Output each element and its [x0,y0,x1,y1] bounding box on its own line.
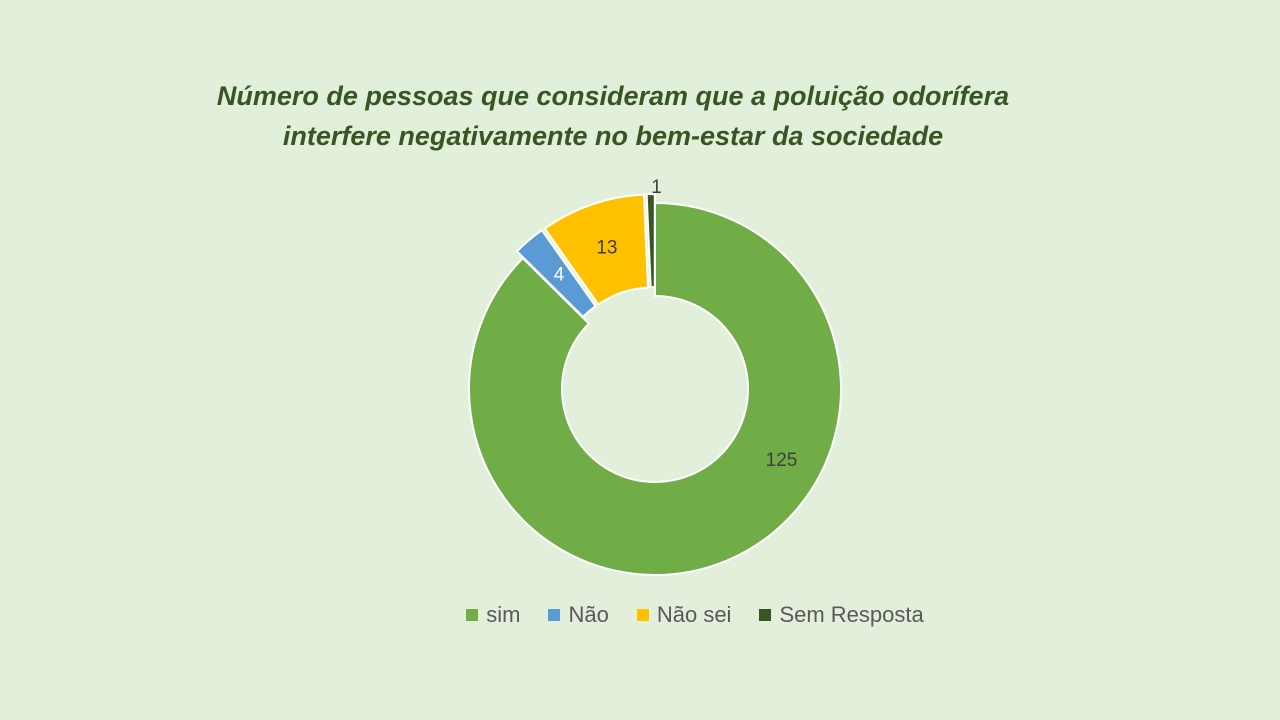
data-label-nao-sei: 13 [596,238,617,259]
donut-slice-sim [468,201,842,576]
donut-slice-nao [515,228,597,319]
legend-item-sim: sim [466,602,520,628]
donut-slice-nao-sei [543,193,650,306]
legend-swatch-nao-sei [636,609,649,621]
legend-label-sim: sim [486,602,521,627]
chart-title-line-1: Número de pessoas que consideram que a p… [216,81,1010,111]
legend-item-nao: Não [548,602,609,628]
chart-title-line-2: interfere negativamente no bem-estar da … [282,121,944,151]
legend-swatch-nao [548,609,561,621]
legend-item-sem-resposta: Sem Resposta [759,602,924,628]
data-label-sim: 125 [766,450,798,471]
legend-label-sem-resposta: Sem Resposta [779,602,924,627]
data-label-sem-resposta: 1 [651,177,662,198]
legend-item-nao-sei: Não sei [636,602,732,628]
chart-legend: sim Não Não sei Sem Resposta [0,602,1280,628]
chart-title: Número de pessoas que consideram que a p… [0,76,1226,156]
legend-label-nao: Não [568,602,609,627]
legend-label-nao-sei: Não sei [656,602,732,627]
data-label-nao: 4 [554,265,565,286]
legend-swatch-sem-resposta [759,609,772,621]
legend-swatch-sim [466,609,479,621]
donut-slice-sem-resposta [645,193,656,289]
